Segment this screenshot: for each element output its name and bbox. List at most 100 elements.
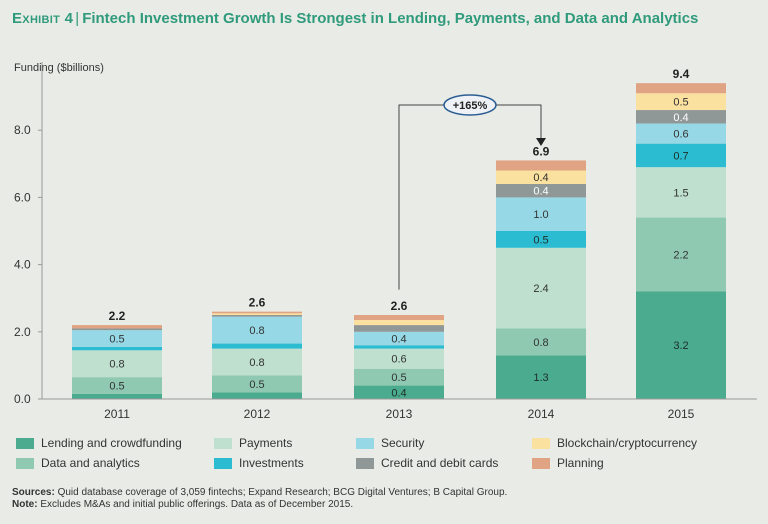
segment-label: 1.0 bbox=[533, 209, 548, 221]
legend: Lending and crowdfunding Payments Security… bbox=[16, 434, 766, 474]
bar-segment bbox=[636, 110, 726, 124]
legend-label: Lending and crowdfunding bbox=[41, 436, 182, 450]
legend-item: Payments bbox=[214, 434, 292, 452]
y-tick-label: 8.0 bbox=[14, 123, 31, 137]
segment-label: 0.8 bbox=[249, 325, 264, 337]
bar-segment bbox=[496, 183, 586, 198]
segment-label: 0.6 bbox=[673, 129, 688, 141]
bar-segment bbox=[636, 167, 726, 218]
x-tick-label: 2014 bbox=[528, 407, 555, 421]
bar-segment bbox=[212, 316, 302, 344]
bar-segment bbox=[72, 325, 162, 329]
y-tick-label: 6.0 bbox=[14, 190, 31, 204]
segment-label: 0.4 bbox=[391, 334, 406, 346]
bar-segment bbox=[636, 83, 726, 94]
segment-label: 0.5 bbox=[109, 381, 124, 393]
legend-item: Planning bbox=[532, 454, 604, 472]
exhibit-label: Exhibit 4 bbox=[12, 10, 74, 27]
segment-label: 1.3 bbox=[533, 372, 548, 384]
segment-label: 0.4 bbox=[673, 112, 688, 124]
total-label: 2.6 bbox=[249, 296, 266, 310]
legend-swatch bbox=[356, 457, 374, 469]
segment-label: 0.5 bbox=[673, 97, 688, 109]
bar-segment bbox=[496, 231, 586, 248]
bar-segment bbox=[636, 291, 726, 399]
legend-swatch bbox=[214, 457, 232, 469]
segment-label: 0.5 bbox=[533, 234, 548, 246]
legend-label: Security bbox=[381, 436, 425, 450]
segment-label: 2.2 bbox=[673, 250, 688, 262]
bar-segment bbox=[496, 197, 586, 231]
y-tick-label: 0.0 bbox=[14, 392, 31, 406]
x-tick-label: 2015 bbox=[668, 407, 695, 421]
legend-label: Blockchain/cryptocurrency bbox=[557, 436, 698, 450]
legend-item: Security bbox=[356, 434, 424, 452]
growth-label: +165% bbox=[453, 100, 488, 112]
bar-segment bbox=[496, 247, 586, 329]
sources-text: Quid database coverage of 3,059 fintechs… bbox=[57, 487, 508, 498]
segment-label: 0.8 bbox=[533, 337, 548, 349]
growth-arrowhead bbox=[536, 138, 546, 146]
bar-segment bbox=[354, 368, 444, 386]
segment-label: 0.4 bbox=[533, 186, 548, 198]
legend-swatch bbox=[356, 437, 374, 449]
bar-segment bbox=[212, 315, 302, 317]
bar-segment bbox=[212, 313, 302, 315]
total-label: 9.4 bbox=[673, 67, 690, 81]
bar-segment bbox=[212, 311, 302, 314]
footer: Sources: Quid database coverage of 3,059… bbox=[12, 487, 762, 511]
bar-segment bbox=[496, 170, 586, 184]
bar-segment bbox=[636, 217, 726, 292]
bar-segment bbox=[496, 328, 586, 356]
legend-swatch bbox=[214, 437, 232, 449]
segment-label: 0.6 bbox=[391, 354, 406, 366]
legend-swatch bbox=[532, 437, 550, 449]
bar-segment bbox=[636, 93, 726, 111]
legend-swatch bbox=[532, 457, 550, 469]
legend-label: Data and analytics bbox=[41, 456, 140, 470]
segment-label: 0.7 bbox=[673, 150, 688, 162]
bar-segment bbox=[354, 331, 444, 346]
segment-label: 0.8 bbox=[249, 357, 264, 369]
bar-segment bbox=[72, 377, 162, 394]
segment-label: 0.5 bbox=[109, 334, 124, 346]
segment-label: 3.2 bbox=[673, 340, 688, 352]
legend-item: Blockchain/cryptocurrency bbox=[532, 434, 697, 452]
bar-segment bbox=[212, 343, 302, 349]
note-text: Excludes M&As and initial public offerin… bbox=[40, 499, 354, 510]
bar-segment bbox=[72, 393, 162, 399]
legend-item: Credit and debit cards bbox=[356, 454, 498, 472]
legend-item: Lending and crowdfunding bbox=[16, 434, 182, 452]
legend-item: Data and analytics bbox=[16, 454, 140, 472]
segment-label: 1.5 bbox=[673, 187, 688, 199]
legend-item: Investments bbox=[214, 454, 304, 472]
title-text: Fintech Investment Growth Is Strongest i… bbox=[82, 10, 699, 27]
bar-segment bbox=[496, 355, 586, 399]
legend-label: Credit and debit cards bbox=[381, 456, 499, 470]
bar-segment bbox=[354, 385, 444, 399]
legend-swatch bbox=[16, 457, 34, 469]
bar-segment bbox=[636, 123, 726, 144]
segment-label: 0.5 bbox=[391, 372, 406, 384]
growth-badge bbox=[443, 94, 497, 116]
note-line: Note: Excludes M&As and initial public o… bbox=[12, 499, 762, 511]
bar-segment bbox=[72, 328, 162, 331]
bar-segment bbox=[72, 330, 162, 347]
bar-segment bbox=[496, 160, 586, 171]
bar-segment bbox=[212, 348, 302, 376]
total-label: 6.9 bbox=[533, 144, 550, 158]
legend-swatch bbox=[16, 437, 34, 449]
note-label: Note: bbox=[12, 499, 38, 510]
bar-segment bbox=[354, 348, 444, 369]
total-label: 2.6 bbox=[391, 299, 408, 313]
bar-segment bbox=[72, 350, 162, 378]
bar-segment bbox=[354, 320, 444, 326]
bar-segment bbox=[354, 315, 444, 321]
bar-segment bbox=[354, 345, 444, 349]
sources-label: Sources: bbox=[12, 487, 55, 498]
legend-label: Investments bbox=[239, 456, 304, 470]
bar-segment bbox=[354, 325, 444, 332]
segment-label: 0.4 bbox=[391, 387, 406, 399]
legend-label: Payments bbox=[239, 436, 293, 450]
x-tick-label: 2011 bbox=[104, 407, 130, 421]
